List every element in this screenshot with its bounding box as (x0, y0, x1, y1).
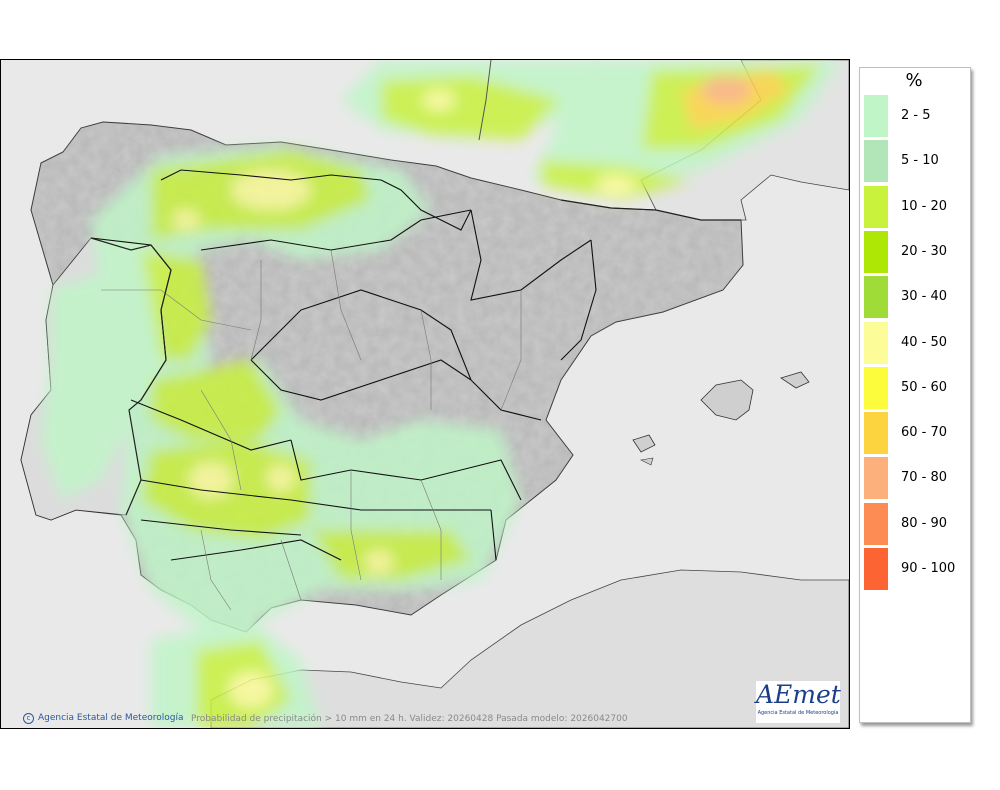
legend-swatch (864, 140, 888, 183)
logo-subtext: Agencia Estatal de Meteorología (757, 710, 839, 716)
legend-label: 50 - 60 (901, 379, 948, 395)
legend-label: 90 - 100 (901, 561, 956, 576)
legend-swatch (864, 230, 888, 273)
province-borders (101, 249, 522, 611)
legend-item: 2 - 5 (864, 95, 968, 137)
spain-france-border (560, 199, 741, 221)
legend-label: 2 - 5 (901, 108, 931, 123)
meridian-line (478, 60, 492, 141)
forecast-map: c Agencia Estatal de Meteorología Probabi… (0, 59, 850, 729)
legend-item: 5 - 10 (864, 140, 968, 183)
map-caption: Probabilidad de precipitación > 10 mm en… (191, 714, 628, 724)
agency-credit: c Agencia Estatal de Meteorología (23, 713, 184, 724)
agency-credit-text: Agencia Estatal de Meteorología (38, 713, 184, 723)
legend-label: 80 - 90 (901, 515, 948, 531)
legend-swatch (864, 412, 888, 455)
logo-wordmark: AEmet (756, 680, 841, 709)
legend-item: 50 - 60 (864, 366, 968, 409)
legend-label: 70 - 80 (901, 470, 948, 486)
legend-item: 90 - 100 (864, 548, 968, 590)
precip-field (41, 60, 841, 728)
legend-item: 40 - 50 (864, 321, 968, 364)
legend-item: 80 - 90 (864, 502, 968, 545)
legend-swatch (864, 321, 888, 364)
legend-swatch (864, 457, 888, 500)
legend-swatch (864, 502, 888, 545)
legend-label: 10 - 20 (901, 198, 948, 214)
legend-label: 5 - 10 (901, 153, 939, 169)
legend-item: 20 - 30 (864, 230, 968, 273)
ibiza (632, 434, 656, 453)
menorca (780, 371, 810, 389)
legend-label: 60 - 70 (901, 425, 948, 441)
spain-portugal-border (90, 237, 172, 516)
legend-item: 70 - 80 (864, 457, 968, 500)
legend-swatch (864, 366, 888, 409)
legend-item: 30 - 40 (864, 276, 968, 319)
legend-label: 40 - 50 (901, 334, 948, 350)
legend: % 2 - 5 5 - 10 10 - 20 20 - 30 30 - 40 40 - 5… (859, 67, 971, 723)
aemet-logo: AEmet Agencia Estatal de Meteorología (755, 680, 841, 724)
legend-item: 10 - 20 (864, 185, 968, 228)
legend-label: 20 - 30 (901, 243, 948, 259)
mallorca (700, 379, 754, 421)
legend-item: 60 - 70 (864, 412, 968, 455)
legend-swatch (864, 185, 888, 228)
legend-swatch (864, 548, 888, 590)
legend-swatch (864, 95, 888, 137)
formentera (640, 457, 654, 466)
iberia-precip-map (1, 60, 849, 728)
legend-unit: % (905, 70, 923, 91)
legend-swatch (864, 276, 888, 319)
copyright-icon: c (23, 713, 34, 724)
legend-label: 30 - 40 (901, 289, 948, 305)
